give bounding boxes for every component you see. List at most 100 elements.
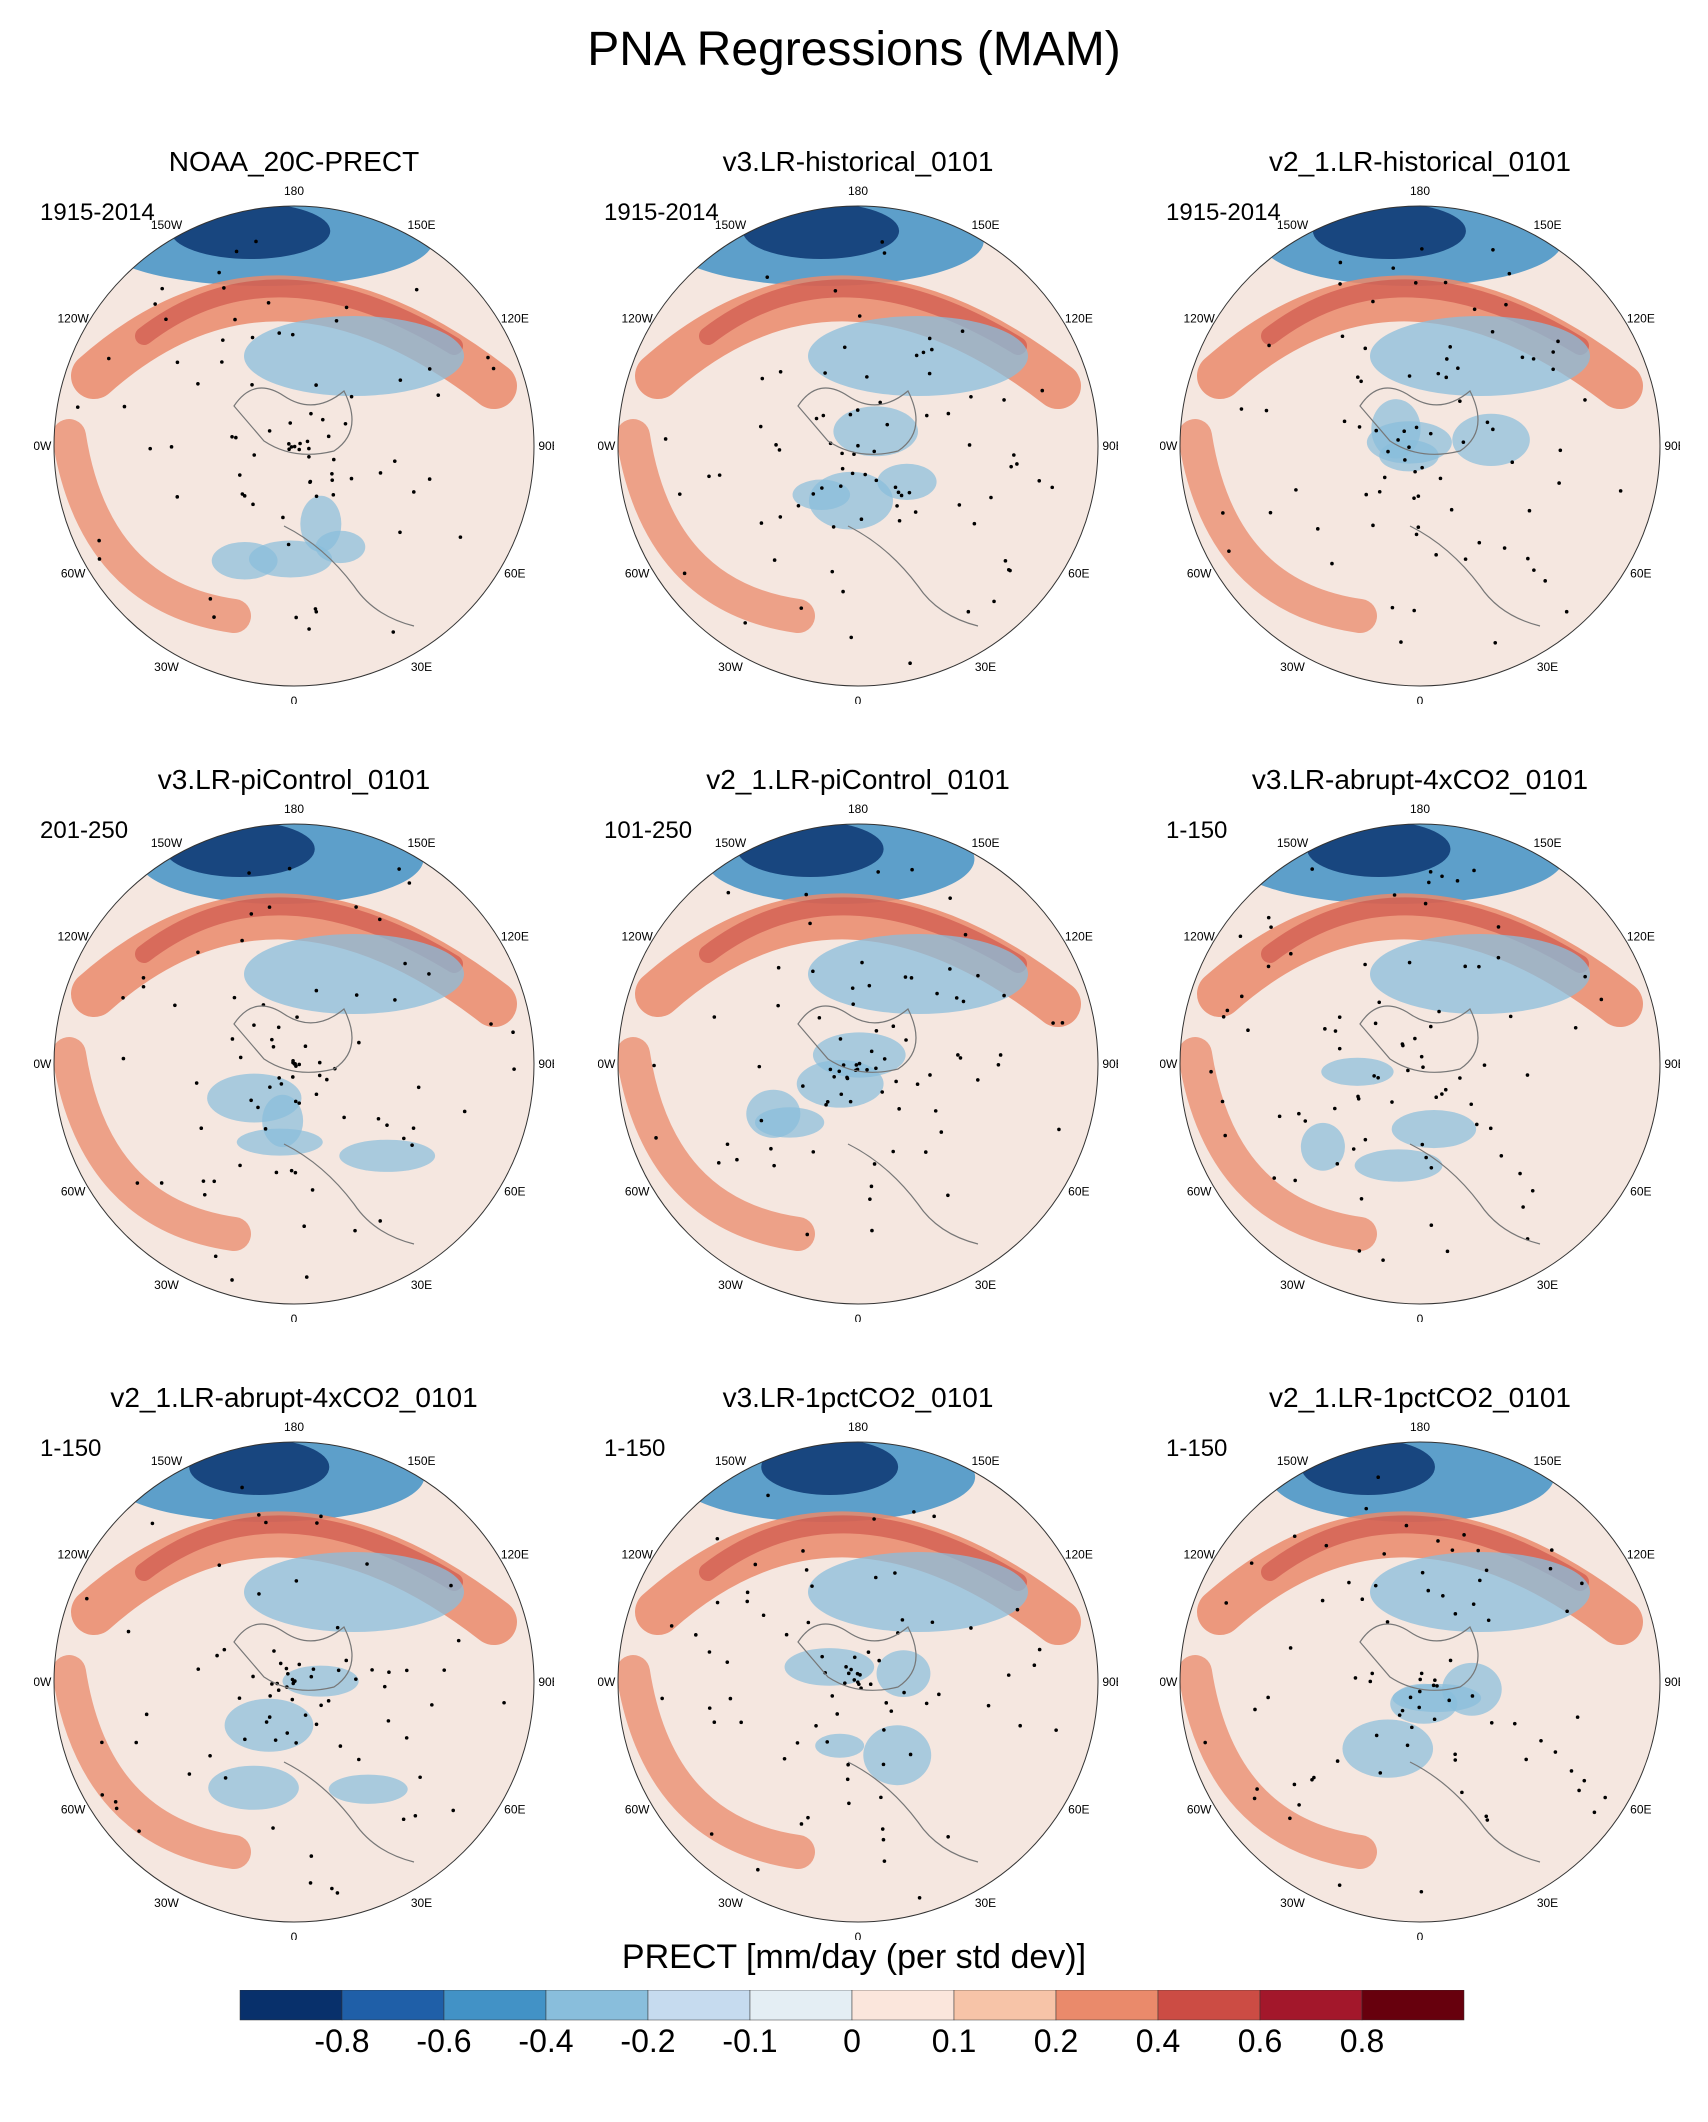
significance-dot: [1435, 1684, 1439, 1688]
significance-dot: [121, 1056, 126, 1061]
coastline: [283, 525, 415, 627]
small-anomaly: [1452, 413, 1530, 466]
significance-dot: [1333, 1029, 1338, 1033]
significance-dot: [1342, 419, 1347, 424]
panel-period: 1-150: [40, 1435, 102, 1462]
significance-dot: [114, 1806, 119, 1811]
significance-dot: [313, 607, 318, 611]
longitude-label: 180: [848, 802, 868, 816]
significance-dot: [378, 1219, 383, 1223]
significance-dot: [294, 1579, 299, 1583]
significance-dot: [297, 447, 302, 452]
longitude-label: 180: [284, 802, 304, 816]
significance-dot: [1493, 640, 1498, 645]
map-panel: v3.LR-historical_0101 1915-2014 180 150E 120…: [598, 146, 1118, 706]
significance-dot: [354, 993, 359, 997]
significance-dot: [398, 530, 402, 535]
significance-dot: [660, 1696, 664, 1701]
significance-dot: [427, 477, 432, 481]
significance-dot: [753, 1562, 758, 1567]
small-anomaly: [208, 1765, 299, 1810]
small-anomaly: [236, 1128, 323, 1156]
significance-dot: [1573, 1025, 1578, 1030]
significance-dot: [268, 1085, 272, 1089]
longitude-label: 180: [848, 1420, 868, 1434]
significance-dot: [335, 1625, 340, 1630]
longitude-label: 90E: [1102, 1675, 1118, 1689]
panel-title: v3.LR-abrupt-4xCO2_0101: [1251, 764, 1589, 795]
significance-dot: [908, 661, 912, 666]
significance-dot: [715, 1536, 720, 1541]
positive-anomaly-core: [699, 1515, 1027, 1591]
significance-dot: [881, 1762, 886, 1767]
significance-dot: [330, 1886, 334, 1891]
significance-dot: [1418, 1677, 1423, 1682]
significance-dot: [238, 1055, 243, 1060]
significance-dot: [257, 1592, 261, 1596]
negative-anomaly-core: [761, 1442, 899, 1495]
longitude-label: 60W: [1187, 1803, 1212, 1817]
significance-dot: [1249, 1561, 1254, 1565]
significance-dot: [134, 1740, 139, 1745]
significance-dot: [307, 446, 311, 451]
significance-dot: [330, 472, 334, 476]
longitude-label: 60E: [1630, 567, 1651, 581]
significance-dot: [804, 1568, 809, 1572]
significance-dot: [1526, 556, 1530, 561]
significance-dot: [221, 338, 225, 342]
longitude-label: 90W: [1160, 439, 1178, 453]
significance-dot: [436, 393, 441, 397]
significance-dot: [256, 1105, 260, 1110]
significance-dot: [1221, 511, 1225, 515]
significance-dot: [1266, 1695, 1270, 1700]
significance-dot: [1420, 1570, 1425, 1575]
significance-dot: [820, 1654, 824, 1659]
significance-dot: [418, 1775, 422, 1780]
significance-dot: [948, 967, 952, 971]
longitude-label: 90W: [598, 1675, 616, 1689]
significance-dot: [512, 1067, 516, 1071]
longitude-label: 0: [1417, 1312, 1424, 1322]
significance-dot: [1471, 1602, 1476, 1606]
longitude-label: 60W: [625, 567, 650, 581]
significance-dot: [187, 1772, 192, 1776]
longitude-label: 120E: [1627, 930, 1655, 944]
longitude-label: 90W: [1160, 1057, 1178, 1071]
significance-dot: [1037, 478, 1042, 483]
coastline: [797, 387, 917, 455]
significance-dot: [234, 249, 239, 254]
significance-dot: [939, 1130, 944, 1134]
significance-dot: [250, 382, 254, 387]
longitude-label: 150E: [1533, 218, 1561, 232]
significance-dot: [728, 1696, 733, 1701]
significance-dot: [1455, 879, 1460, 883]
significance-dot: [840, 466, 845, 471]
significance-dot: [153, 302, 157, 306]
significance-dot: [279, 1082, 284, 1086]
longitude-label: 30E: [411, 1278, 432, 1292]
significance-dot: [769, 1146, 773, 1151]
significance-dot: [1463, 964, 1467, 969]
significance-dot: [1510, 460, 1515, 464]
significance-dot: [1407, 445, 1411, 450]
significance-dot: [1054, 1728, 1058, 1732]
significance-dot: [842, 345, 847, 350]
panel-period: 1-150: [1166, 1435, 1228, 1462]
longitude-label: 0: [1417, 694, 1424, 704]
significance-dot: [1297, 1111, 1301, 1116]
significance-dot: [303, 1713, 308, 1717]
significance-dot: [1330, 561, 1334, 566]
significance-dot: [106, 356, 111, 361]
longitude-label: 90E: [538, 439, 554, 453]
significance-dot: [1009, 464, 1013, 469]
longitude-label: 150W: [151, 218, 183, 232]
significance-dot: [314, 1092, 319, 1097]
significance-dot: [869, 1184, 874, 1189]
significance-dot: [863, 472, 868, 477]
map-border: [53, 205, 535, 687]
coastline: [1359, 387, 1479, 455]
significance-dot: [902, 1690, 906, 1695]
significance-dot: [288, 421, 293, 425]
longitude-label: 90E: [1664, 439, 1680, 453]
significance-dot: [1508, 1014, 1513, 1019]
